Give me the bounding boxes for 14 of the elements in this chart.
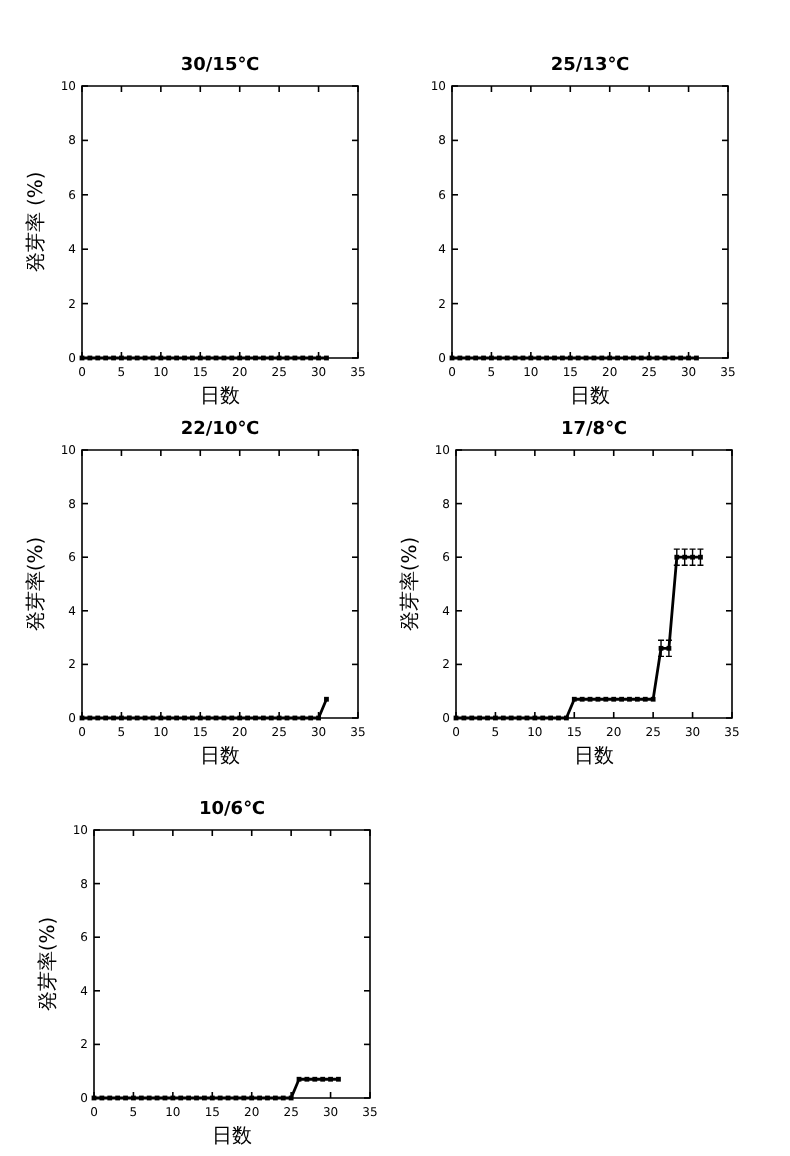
chart-title: 17/8℃ (561, 420, 628, 440)
chart-title: 22/10℃ (180, 420, 260, 440)
y-axis-title: 発芽率(%) (36, 916, 60, 1012)
chart-title: 25/13℃ (550, 56, 630, 76)
x-axis-title: 日数 (574, 746, 614, 768)
chart-title: 10/6℃ (199, 800, 266, 820)
y-axis-title: 発芽率 (%) (24, 171, 48, 273)
x-axis-title: 日数 (200, 746, 240, 768)
y-axis-title: 発芽率(%) (24, 536, 48, 632)
x-axis-title: 日数 (200, 386, 240, 408)
x-axis-title: 日数 (570, 386, 610, 408)
chart-title: 30/15℃ (180, 56, 260, 76)
x-axis-title: 日数 (212, 1126, 252, 1148)
y-axis-title: 発芽率(%) (398, 536, 422, 632)
